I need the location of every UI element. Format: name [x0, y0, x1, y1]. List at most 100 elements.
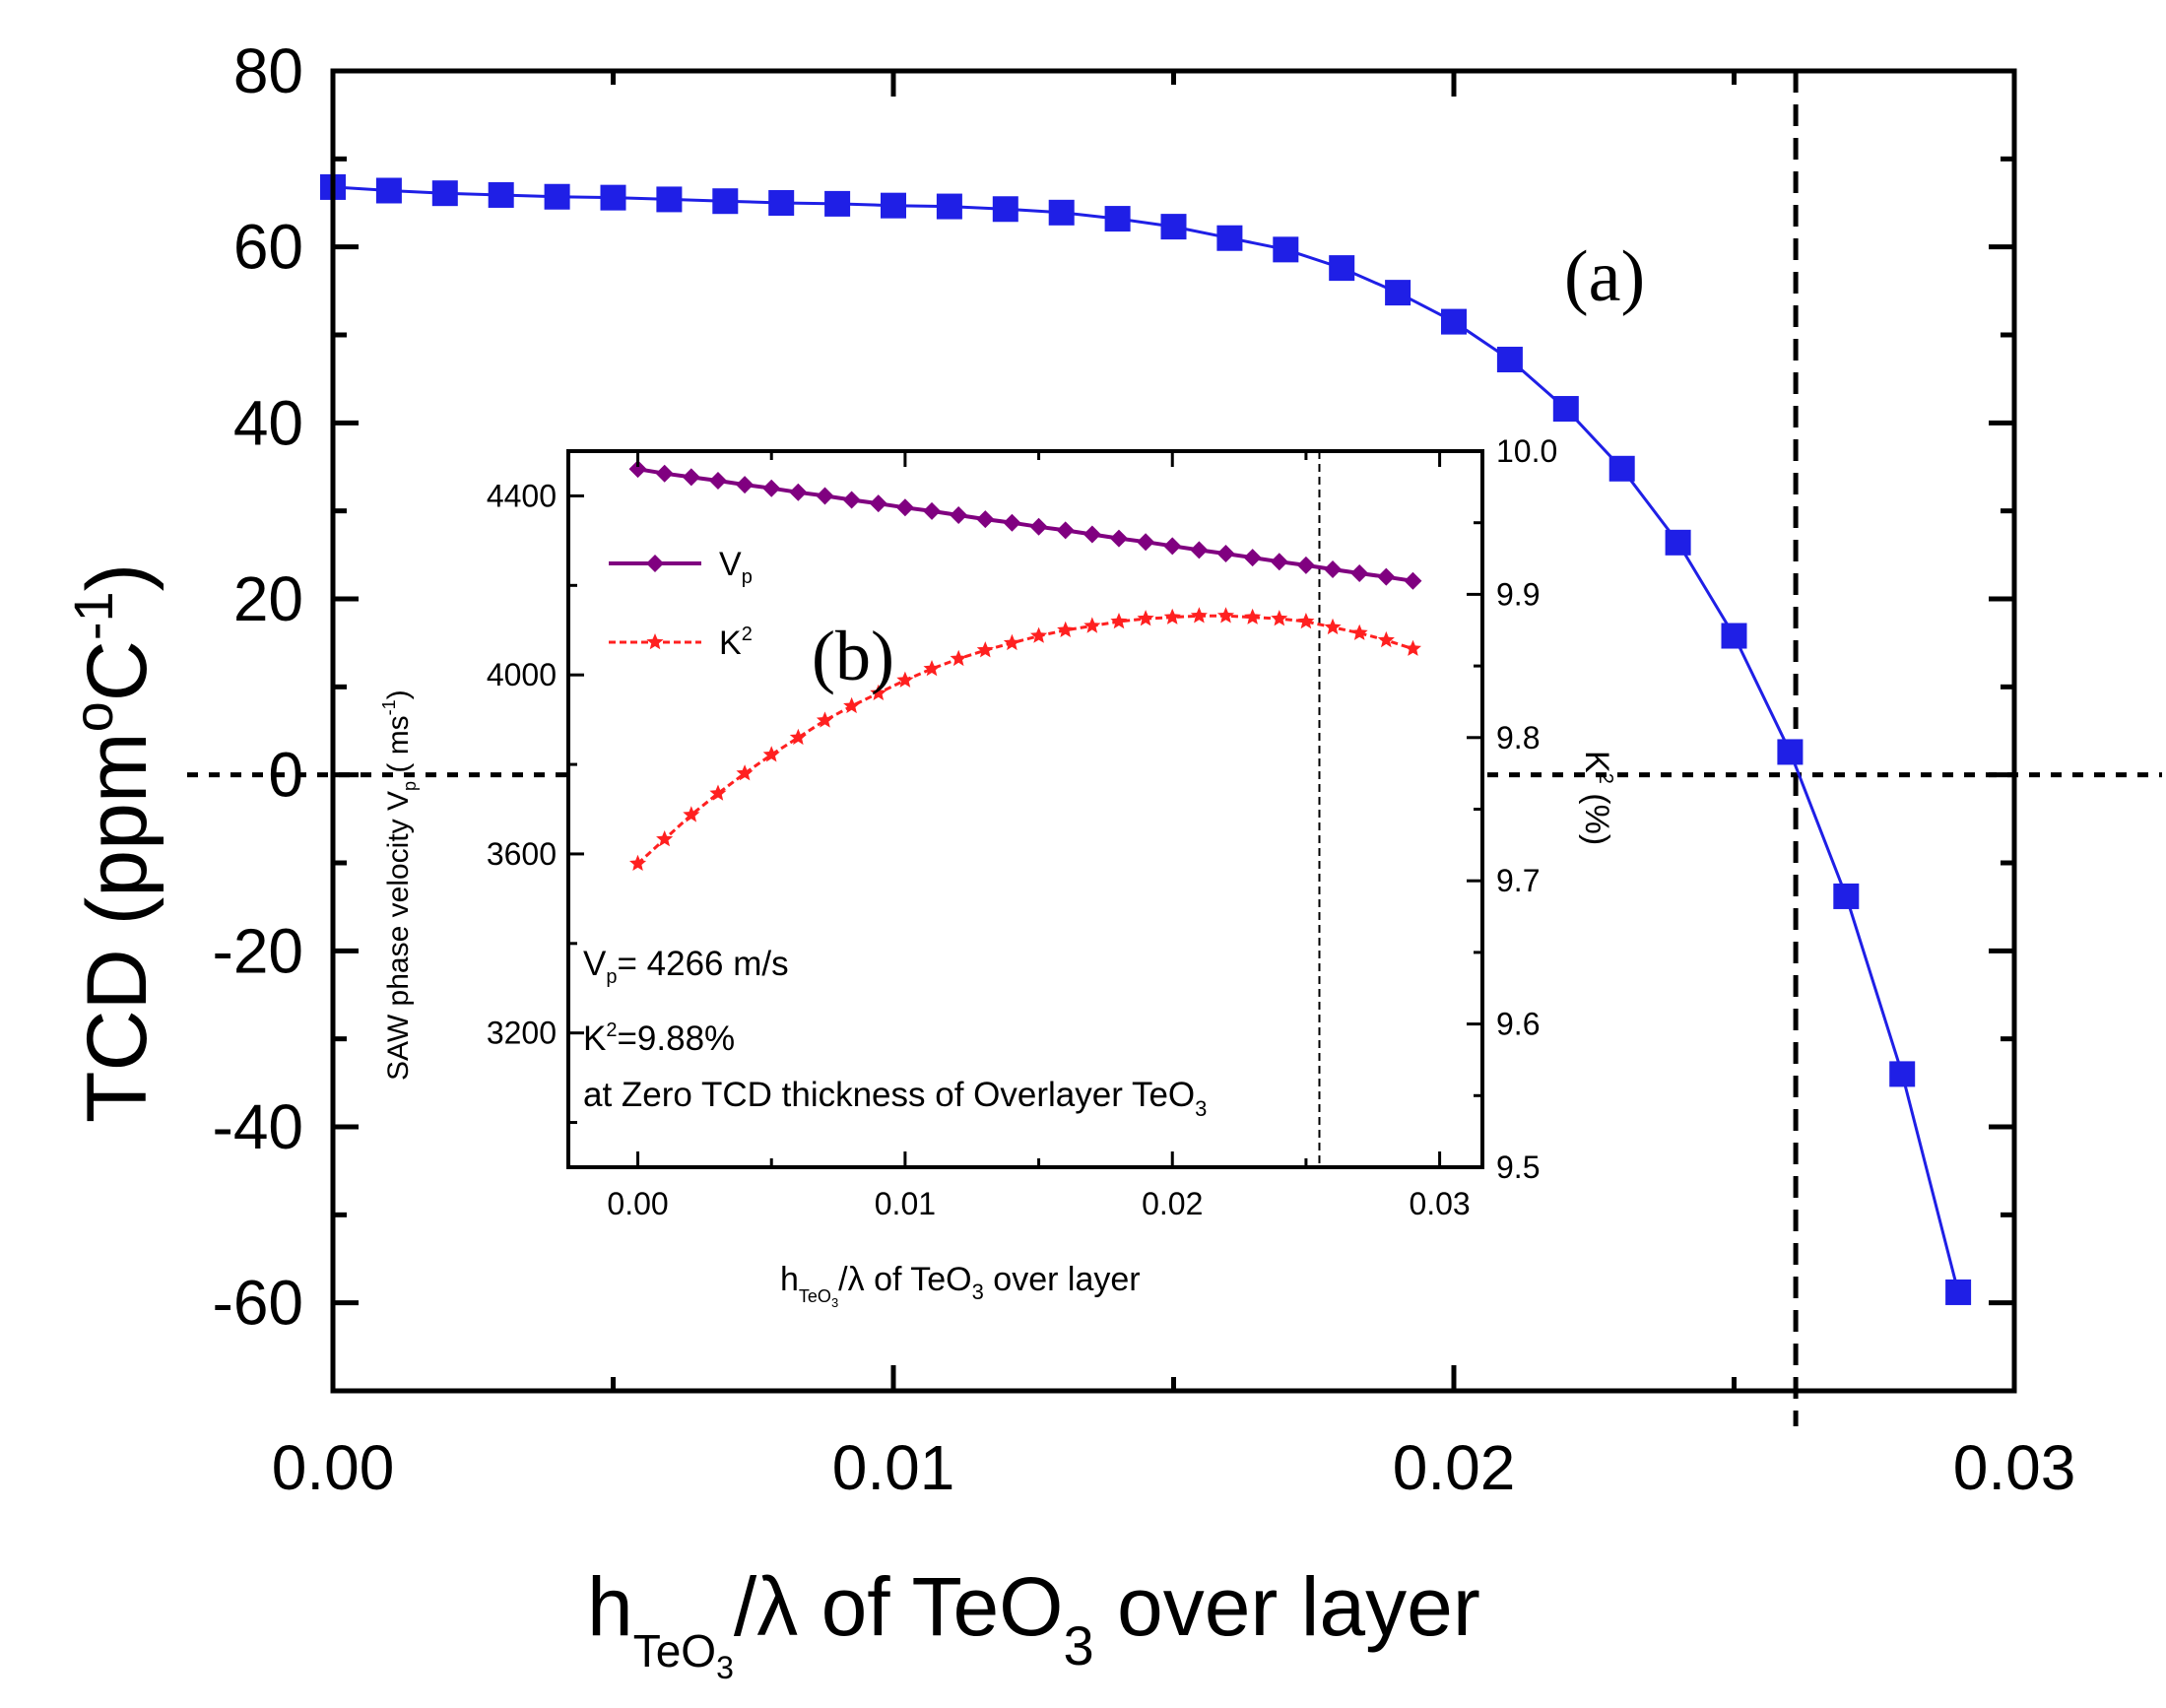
- inset-right-axis-label: K2 (%): [1578, 751, 1616, 845]
- k2-data-point: [1083, 617, 1101, 633]
- tcd-data-point: [936, 193, 962, 220]
- inset-x-axis-label: hTeO3/λ of TeO3 over layer: [780, 1261, 1141, 1310]
- vp-data-point: [736, 476, 755, 494]
- k2-data-point: [1190, 607, 1208, 624]
- inset-y2-tick-label: 10.0: [1496, 433, 1557, 469]
- k2-data-point: [1244, 608, 1262, 624]
- main-y-tick-label: -20: [213, 915, 304, 986]
- tcd-data-point: [1273, 236, 1299, 263]
- vp-data-point: [789, 483, 808, 501]
- vp-data-point: [682, 468, 700, 487]
- vp-data-point: [708, 471, 727, 490]
- inset-x-tick-label: 0.00: [607, 1186, 668, 1221]
- inset-chart: 0.00 0.01 0.02 0.03 4400 4000 3600 3200 10.0 9.9 9…: [379, 433, 1616, 1310]
- inset-y2-tick-label: 9.5: [1496, 1150, 1540, 1185]
- k2-data-point: [1137, 610, 1154, 626]
- tcd-data-point: [488, 181, 514, 208]
- tcd-data-point: [824, 190, 851, 217]
- tcd-data-point: [1889, 1061, 1916, 1087]
- k2-data-point: [976, 641, 994, 658]
- main-y-tick-label: 0: [268, 740, 303, 811]
- inset-y-tick-label: 3200: [487, 1016, 557, 1051]
- vp-data-point: [1137, 533, 1155, 552]
- k2-data-point: [950, 649, 967, 667]
- k2-data-point: [683, 806, 700, 822]
- vp-data-point: [1243, 549, 1262, 567]
- tcd-data-point: [881, 192, 906, 219]
- inset-y-tick-label: 4000: [487, 657, 557, 692]
- tcd-data-point: [768, 190, 795, 216]
- k2-data-point: [1377, 630, 1395, 648]
- k2-series-line: [636, 614, 1413, 865]
- vp-data-point: [655, 464, 674, 483]
- vp-data-point: [1404, 571, 1422, 590]
- legend-vp-marker: [646, 555, 664, 572]
- k2-data-point: [870, 684, 887, 700]
- tcd-data-point: [1945, 1279, 1972, 1305]
- k2-data-point: [923, 660, 941, 677]
- vp-data-point: [869, 494, 887, 513]
- tcd-data-point: [712, 188, 739, 215]
- legend-k2-marker: [646, 633, 664, 650]
- k2-data-point: [843, 696, 861, 714]
- panel-label-b: (b): [812, 617, 894, 695]
- vp-data-point: [895, 498, 914, 517]
- inset-y2-tick-label: 9.7: [1496, 863, 1540, 898]
- inset-x-tick-label: 0.02: [1142, 1186, 1203, 1221]
- annotation-zero-tcd-note: at Zero TCD thickness of Overlayer TeO3: [583, 1076, 1207, 1121]
- k2-data-point: [1271, 610, 1288, 626]
- k2-data-point: [1404, 639, 1421, 656]
- tcd-data-point: [1552, 396, 1579, 423]
- tcd-data-point: [1441, 308, 1467, 335]
- vp-data-point: [923, 501, 942, 520]
- tcd-data-point: [1833, 883, 1860, 909]
- k2-data-point: [1163, 608, 1181, 624]
- vp-data-point: [976, 510, 995, 529]
- main-y-tick-label: 80: [233, 35, 303, 106]
- tcd-data-point: [1777, 739, 1804, 765]
- k2-data-point: [1350, 624, 1368, 640]
- k2-data-point: [789, 728, 807, 746]
- main-y-tick-label: 20: [233, 563, 303, 634]
- inset-x-tick-label: 0.01: [875, 1186, 936, 1221]
- vp-data-point: [816, 487, 834, 505]
- tcd-data-point: [1496, 347, 1523, 373]
- vp-data-point: [1083, 525, 1101, 544]
- main-x-tick-label: 0.01: [832, 1432, 955, 1503]
- tcd-data-point: [1385, 280, 1411, 306]
- tcd-data-point: [600, 184, 626, 211]
- main-x-tick-label: 0.03: [1953, 1432, 2076, 1503]
- tcd-data-point: [1608, 455, 1635, 482]
- k2-data-point: [1110, 613, 1128, 629]
- inset-y-tick-label: 4400: [487, 478, 557, 513]
- tcd-data-point: [1329, 255, 1355, 282]
- vp-data-point: [1270, 553, 1288, 571]
- tcd-data-point: [1104, 206, 1131, 232]
- main-x-tick-label: 0.02: [1393, 1432, 1516, 1503]
- k2-data-point: [736, 764, 754, 781]
- main-y-tick-label: -60: [213, 1268, 304, 1339]
- tcd-data-point: [1048, 199, 1075, 226]
- vp-data-point: [1003, 513, 1021, 532]
- inset-y-axis-label: SAW phase velocity Vp ( ms-1): [379, 690, 420, 1081]
- vp-data-point: [1029, 517, 1048, 536]
- inset-x-tick-label: 0.03: [1409, 1186, 1470, 1221]
- inset-y-tick-label: 3600: [487, 836, 557, 872]
- tcd-data-point: [1721, 623, 1747, 649]
- k2-data-point: [1324, 618, 1342, 635]
- vp-data-point: [842, 491, 861, 509]
- k2-data-point: [816, 711, 834, 728]
- main-y-axis-label: TCD (ppmoC-1): [62, 563, 164, 1123]
- vp-data-point: [1109, 529, 1128, 548]
- k2-data-point: [1216, 607, 1235, 624]
- tcd-data-point: [1160, 214, 1187, 240]
- tcd-data-point: [656, 186, 683, 213]
- main-chart: 0.00 0.01 0.02 0.03 80 60 40 20 0 -20 -40 -60 (a) h…: [62, 35, 2162, 1685]
- vp-data-point: [1190, 541, 1209, 559]
- vp-data-point: [1377, 567, 1396, 586]
- k2-data-point: [709, 784, 727, 801]
- legend-entry-k2: K2: [719, 624, 753, 662]
- k2-data-point: [656, 830, 674, 847]
- vp-data-point: [1056, 521, 1075, 540]
